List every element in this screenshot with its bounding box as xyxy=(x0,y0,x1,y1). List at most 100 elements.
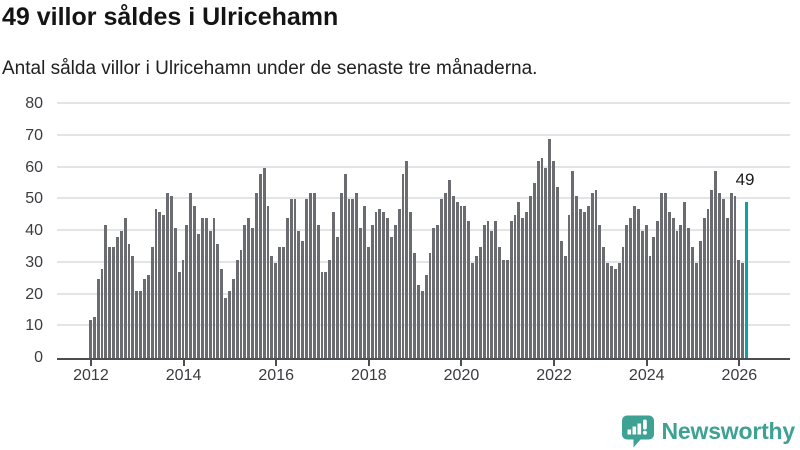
bar xyxy=(401,173,405,358)
bar xyxy=(92,316,96,358)
bar xyxy=(528,196,532,358)
bar xyxy=(513,215,517,358)
bar xyxy=(729,192,733,358)
bar xyxy=(393,224,397,358)
bar xyxy=(606,262,610,358)
bar xyxy=(451,196,455,358)
bar xyxy=(258,173,262,358)
bar xyxy=(243,224,247,358)
y-axis-tick-label: 10 xyxy=(25,317,43,335)
bar xyxy=(112,246,116,358)
bar xyxy=(420,291,424,358)
bar xyxy=(482,224,486,358)
bar xyxy=(671,218,675,358)
bar xyxy=(308,192,312,358)
bar xyxy=(637,208,640,358)
bar xyxy=(251,227,254,358)
bar xyxy=(382,211,386,358)
bar xyxy=(702,218,706,358)
bar xyxy=(463,205,467,358)
x-axis-tick-label: 2026 xyxy=(721,367,758,384)
bar xyxy=(293,199,297,358)
bar xyxy=(212,218,216,358)
bar xyxy=(409,211,413,358)
bar xyxy=(586,205,590,358)
bar xyxy=(706,208,710,358)
y-axis-tick-label: 70 xyxy=(25,126,43,144)
bar xyxy=(374,211,378,358)
bar xyxy=(370,224,374,358)
highlight-value-label: 49 xyxy=(735,170,755,189)
bar xyxy=(617,262,621,358)
bar xyxy=(718,192,721,358)
x-axis-tick xyxy=(460,360,463,366)
bar xyxy=(139,291,143,358)
bar xyxy=(355,192,359,358)
x-axis: 2012 2014 2016 2018 2020 2022 2024 2026 xyxy=(57,360,790,390)
bar xyxy=(332,211,335,358)
bar xyxy=(220,269,224,358)
bar xyxy=(459,205,463,358)
bar xyxy=(571,170,575,358)
bar xyxy=(544,167,548,358)
bar xyxy=(104,224,108,358)
bar xyxy=(343,173,347,358)
bar xyxy=(633,205,637,358)
bar xyxy=(390,237,393,358)
bar xyxy=(471,262,474,358)
bar xyxy=(625,224,629,358)
bar xyxy=(474,256,478,358)
bar xyxy=(324,272,328,358)
bar xyxy=(285,218,289,358)
bar xyxy=(583,211,586,358)
page-title: 49 villor såldes i Ulricehamn xyxy=(2,3,339,31)
bar xyxy=(158,211,162,358)
bar xyxy=(567,215,571,358)
bar xyxy=(525,211,528,358)
bar xyxy=(590,192,594,358)
bar xyxy=(540,157,544,358)
bar xyxy=(278,246,281,358)
bar xyxy=(274,262,278,358)
x-axis-tick-label: 2012 xyxy=(73,367,109,384)
bar xyxy=(227,291,231,358)
bar xyxy=(135,291,139,358)
x-axis-tick-label: 2022 xyxy=(536,367,572,384)
bar xyxy=(656,221,660,358)
bar xyxy=(170,196,173,358)
bar xyxy=(440,199,444,358)
bar xyxy=(197,234,200,358)
gridline xyxy=(57,229,790,231)
bar xyxy=(644,224,648,358)
bar xyxy=(602,246,606,358)
bar xyxy=(741,262,745,358)
bar xyxy=(521,218,525,358)
bar xyxy=(613,269,617,358)
bar xyxy=(455,202,459,358)
x-axis-tick xyxy=(367,360,370,366)
bar xyxy=(675,231,679,358)
x-axis-tick xyxy=(182,360,185,366)
bar xyxy=(316,224,320,358)
bar xyxy=(444,192,447,358)
bar xyxy=(297,231,301,358)
x-axis-tick xyxy=(275,360,278,366)
bar xyxy=(447,180,451,358)
bar xyxy=(563,256,567,358)
y-axis-tick-label: 80 xyxy=(25,95,43,112)
bar xyxy=(262,167,266,358)
bar xyxy=(177,272,181,358)
newsworthy-logo-text: Newsworthy xyxy=(661,417,796,444)
bar xyxy=(733,196,737,358)
bar xyxy=(131,256,135,358)
bar xyxy=(486,221,490,358)
bar xyxy=(555,186,559,358)
newsworthy-logo[interactable]: Newsworthy xyxy=(621,413,795,449)
bar-chart-plot-area xyxy=(57,102,790,360)
newsworthy-bubble-chart-icon xyxy=(621,414,655,449)
bar xyxy=(127,243,131,358)
bar xyxy=(266,205,270,358)
bar xyxy=(629,218,633,358)
bar xyxy=(698,240,702,358)
